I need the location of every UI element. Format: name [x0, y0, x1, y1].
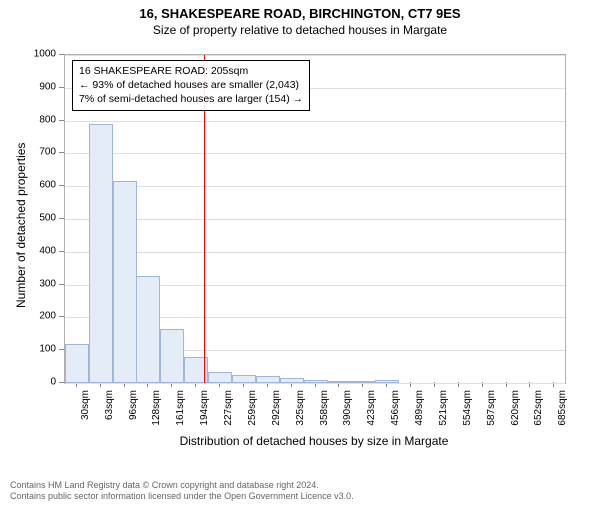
xtick-label: 358sqm: [319, 390, 330, 434]
ytick-label: 400: [30, 245, 56, 256]
histogram-bar: [256, 376, 280, 383]
xtick-label: 423sqm: [366, 390, 377, 434]
ytick-label: 900: [30, 81, 56, 92]
xtick-label: 456sqm: [390, 390, 401, 434]
ytick-label: 1000: [30, 49, 56, 60]
ytick-mark: [59, 382, 64, 383]
attribution-footer: Contains HM Land Registry data © Crown c…: [10, 480, 354, 503]
xtick-label: 292sqm: [271, 390, 282, 434]
xtick-label: 325sqm: [295, 390, 306, 434]
histogram-bar: [160, 329, 184, 383]
ytick-mark: [59, 316, 64, 317]
xtick-label: 652sqm: [533, 390, 544, 434]
histogram-bar: [351, 381, 375, 383]
xtick-label: 30sqm: [80, 390, 91, 434]
ytick-mark: [59, 87, 64, 88]
x-axis-label: Distribution of detached houses by size …: [64, 434, 564, 448]
histogram-bar: [208, 372, 232, 383]
ytick-mark: [59, 152, 64, 153]
ytick-mark: [59, 284, 64, 285]
gridline: [65, 219, 565, 220]
ytick-label: 600: [30, 180, 56, 191]
ytick-mark: [59, 218, 64, 219]
ytick-label: 200: [30, 311, 56, 322]
info-box-line: 7% of semi-detached houses are larger (1…: [79, 92, 303, 106]
xtick-label: 521sqm: [438, 390, 449, 434]
xtick-label: 128sqm: [151, 390, 162, 434]
ytick-label: 0: [30, 377, 56, 388]
ytick-label: 300: [30, 278, 56, 289]
ytick-mark: [59, 349, 64, 350]
histogram-bar: [327, 381, 351, 383]
gridline: [65, 383, 565, 384]
y-axis-label: Number of detached properties: [14, 143, 28, 308]
info-box: 16 SHAKESPEARE ROAD: 205sqm← 93% of deta…: [72, 60, 310, 111]
info-box-line: 16 SHAKESPEARE ROAD: 205sqm: [79, 64, 303, 78]
ytick-mark: [59, 251, 64, 252]
xtick-label: 620sqm: [510, 390, 521, 434]
xtick-label: 63sqm: [104, 390, 115, 434]
xtick-label: 96sqm: [128, 390, 139, 434]
ytick-mark: [59, 185, 64, 186]
histogram-bar: [232, 375, 256, 383]
xtick-label: 554sqm: [462, 390, 473, 434]
xtick-label: 194sqm: [199, 390, 210, 434]
gridline: [65, 55, 565, 56]
histogram-bar: [304, 380, 328, 383]
chart-title-address: 16, SHAKESPEARE ROAD, BIRCHINGTON, CT7 9…: [0, 6, 600, 21]
histogram-bar: [375, 380, 399, 383]
xtick-label: 390sqm: [342, 390, 353, 434]
histogram-bar: [136, 276, 160, 383]
histogram-bar: [65, 344, 89, 383]
histogram-bar: [280, 378, 304, 383]
xtick-label: 587sqm: [486, 390, 497, 434]
xtick-label: 685sqm: [557, 390, 568, 434]
ytick-label: 100: [30, 344, 56, 355]
xtick-label: 161sqm: [175, 390, 186, 434]
histogram-bar: [113, 181, 137, 383]
gridline: [65, 186, 565, 187]
info-box-line: ← 93% of detached houses are smaller (2,…: [79, 78, 303, 92]
xtick-label: 227sqm: [223, 390, 234, 434]
xtick-label: 489sqm: [414, 390, 425, 434]
ytick-mark: [59, 54, 64, 55]
xtick-label: 259sqm: [247, 390, 258, 434]
ytick-label: 800: [30, 114, 56, 125]
ytick-label: 700: [30, 147, 56, 158]
gridline: [65, 252, 565, 253]
gridline: [65, 121, 565, 122]
ytick-label: 500: [30, 213, 56, 224]
footer-line-2: Contains public sector information licen…: [10, 491, 354, 502]
footer-line-1: Contains HM Land Registry data © Crown c…: [10, 480, 354, 491]
ytick-mark: [59, 120, 64, 121]
chart-subtitle: Size of property relative to detached ho…: [0, 23, 600, 37]
gridline: [65, 153, 565, 154]
histogram-bar: [89, 124, 113, 383]
